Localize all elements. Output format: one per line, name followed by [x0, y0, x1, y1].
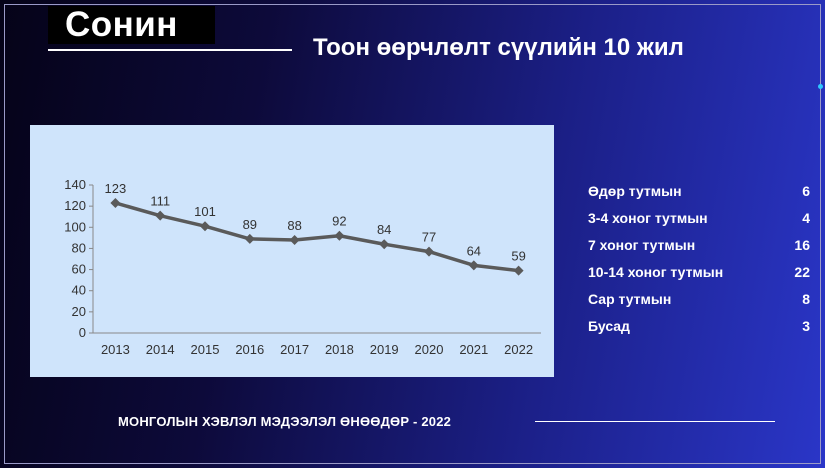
data-point	[155, 210, 166, 221]
data-label: 123	[105, 181, 127, 196]
x-tick-label: 2022	[504, 342, 533, 357]
x-tick-label: 2018	[325, 342, 354, 357]
stat-value: 16	[794, 237, 810, 253]
y-tick-label: 40	[72, 283, 86, 298]
footer-rule	[535, 421, 775, 422]
stat-value: 22	[794, 264, 810, 280]
stat-row-3-4-days: 3-4 хоног тутмын 4	[588, 208, 810, 235]
chart-svg: 0 20 40 60 80 100 120 140 2013 2014 2015 2016 2017 20…	[64, 177, 541, 357]
data-point	[244, 233, 255, 244]
data-label: 89	[243, 217, 257, 232]
data-point	[424, 246, 434, 257]
data-label: 84	[377, 222, 391, 237]
data-point	[289, 234, 300, 245]
x-tick-label: 2015	[191, 342, 220, 357]
stat-label: 3-4 хоног тутмын	[588, 210, 708, 226]
data-point	[200, 221, 210, 232]
y-tick-label: 100	[64, 219, 86, 234]
data-point	[110, 197, 121, 208]
stat-label: Өдөр тутмын	[588, 183, 682, 199]
data-label: 111	[150, 194, 170, 209]
data-label: 59	[511, 249, 525, 264]
y-tick-label: 20	[72, 304, 86, 319]
x-tick-label: 2019	[370, 342, 399, 357]
slide-title: Сонин	[48, 6, 215, 44]
x-tick-label: 2013	[101, 342, 130, 357]
data-label: 88	[287, 218, 301, 233]
line-chart: 0 20 40 60 80 100 120 140 2013 2014 2015 2016 2017 20…	[30, 125, 554, 377]
stat-value: 6	[802, 183, 810, 199]
stat-row-other: Бусад 3	[588, 316, 810, 343]
stat-label: Бусад	[588, 318, 630, 334]
x-tick-label: 2014	[146, 342, 175, 357]
stat-row-monthly: Сар тутмын 8	[588, 289, 810, 316]
y-tick-label: 140	[64, 177, 86, 192]
data-point	[513, 265, 524, 276]
stat-row-10-14-days: 10-14 хоног тутмын 22	[588, 262, 810, 289]
y-tick-label: 80	[72, 240, 86, 255]
stat-value: 8	[802, 291, 810, 307]
data-label: 77	[422, 230, 436, 245]
data-point	[468, 260, 479, 271]
stat-row-weekly: 7 хоног тутмын 16	[588, 235, 810, 262]
data-label: 101	[194, 204, 216, 219]
y-tick-label: 60	[72, 262, 86, 277]
series-line	[114, 201, 519, 273]
data-label: 92	[332, 214, 346, 229]
stat-label: 10-14 хоног тутмын	[588, 264, 724, 280]
stat-row-daily: Өдөр тутмын 6	[588, 181, 810, 208]
data-point	[379, 239, 390, 250]
title-underline	[48, 49, 292, 51]
stat-label: Сар тутмын	[588, 291, 672, 307]
footer-caption: МОНГОЛЫН ХЭВЛЭЛ МЭДЭЭЛЭЛ ӨНӨӨДӨР - 2022	[118, 414, 452, 429]
x-tick-label: 2017	[280, 342, 309, 357]
data-point	[334, 230, 345, 241]
x-tick-label: 2020	[415, 342, 444, 357]
stat-label: 7 хоног тутмын	[588, 237, 696, 253]
x-tick-label: 2021	[459, 342, 488, 357]
y-tick-label: 120	[64, 198, 86, 213]
y-tick-label: 0	[79, 325, 86, 340]
stats-table: Өдөр тутмын 6 3-4 хоног тутмын 4 7 хоног…	[588, 181, 810, 343]
x-tick-label: 2016	[235, 342, 264, 357]
stat-value: 3	[802, 318, 810, 334]
stat-value: 4	[802, 210, 810, 226]
slide-subtitle: Тоон өөрчлөлт сүүлийн 10 жил	[313, 34, 684, 61]
accent-dot	[818, 84, 823, 89]
data-label: 64	[467, 243, 481, 258]
